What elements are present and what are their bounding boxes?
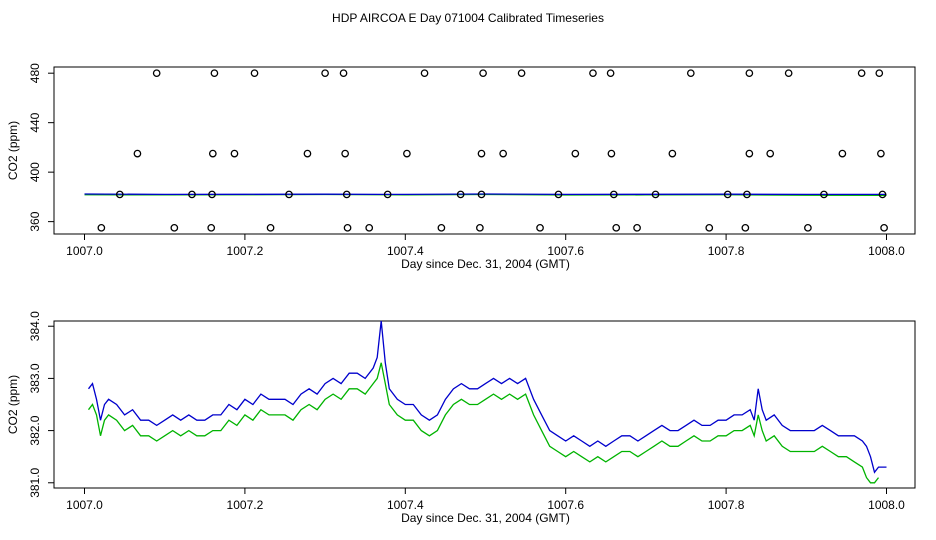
x-tick-label: 1007.0 bbox=[66, 244, 103, 258]
calibration-point bbox=[705, 223, 714, 232]
calibration-point bbox=[571, 149, 580, 158]
calibration-point bbox=[741, 223, 750, 232]
x-tick-label: 1008.0 bbox=[868, 244, 905, 258]
x-tick-label: 1007.4 bbox=[387, 498, 424, 512]
chart-title: HDP AIRCOA E Day 071004 Calibrated Times… bbox=[332, 11, 604, 25]
calibration-point bbox=[745, 69, 754, 78]
y-tick-label: 381.0 bbox=[28, 467, 42, 497]
calibration-point bbox=[668, 149, 677, 158]
y-tick-label: 480 bbox=[28, 63, 42, 83]
calibration-point bbox=[403, 149, 411, 158]
calibration-point bbox=[517, 69, 526, 78]
calibration-point bbox=[784, 69, 793, 78]
calibration-point bbox=[420, 69, 429, 78]
top-panel-calibration-points: 1007.0 1007.2 1007.4 1007.6 1007.8 1008.0 Day … bbox=[6, 63, 916, 271]
calibration-point bbox=[188, 190, 196, 199]
y-tick-label: 400 bbox=[28, 162, 42, 182]
calibration-point bbox=[609, 190, 618, 199]
x-tick-label: 1007.4 bbox=[387, 244, 424, 258]
plot-frame bbox=[53, 66, 916, 235]
calibration-point bbox=[208, 149, 217, 158]
calibration-point bbox=[152, 69, 161, 78]
calibration-point bbox=[476, 223, 484, 232]
x-tick-label: 1007.6 bbox=[547, 244, 584, 258]
calibration-point bbox=[877, 149, 885, 158]
y-tick-label: 440 bbox=[28, 112, 42, 132]
calibration-point bbox=[686, 69, 695, 78]
y-axis-label: CO2 (ppm) bbox=[6, 375, 20, 434]
calibration-point bbox=[437, 223, 446, 232]
x-tick-label: 1008.0 bbox=[868, 498, 905, 512]
calibration-point bbox=[838, 149, 847, 158]
calibration-point bbox=[612, 223, 621, 232]
calibration-point bbox=[456, 190, 465, 199]
calibration-point bbox=[878, 190, 887, 199]
calibration-point bbox=[479, 69, 487, 78]
x-tick-label: 1007.8 bbox=[708, 498, 745, 512]
calibration-point bbox=[743, 190, 751, 199]
bottom-panel-timeseries: 1007.0 1007.2 1007.4 1007.6 1007.8 1008.0 Day … bbox=[6, 311, 916, 525]
calibration-point bbox=[651, 190, 660, 199]
series-line bbox=[87, 362, 880, 484]
x-tick-label: 1007.6 bbox=[547, 498, 584, 512]
calibration-point bbox=[365, 223, 374, 232]
calibration-point bbox=[723, 190, 732, 199]
calibration-point bbox=[606, 69, 615, 78]
calibration-point bbox=[97, 223, 106, 232]
y-tick-label: 382.0 bbox=[28, 415, 42, 445]
y-axis-label: CO2 (ppm) bbox=[6, 121, 20, 180]
x-tick-label: 1007.0 bbox=[66, 498, 103, 512]
calibration-point bbox=[383, 190, 392, 199]
calibration-point bbox=[766, 149, 775, 158]
x-tick-label: 1007.8 bbox=[708, 244, 745, 258]
calibration-point bbox=[745, 149, 754, 158]
calibration-point bbox=[133, 149, 142, 158]
calibration-point bbox=[285, 190, 293, 199]
calibration-point bbox=[589, 69, 597, 78]
y-tick-label: 384.0 bbox=[28, 311, 42, 341]
calibration-point bbox=[321, 69, 329, 78]
calibration-point bbox=[339, 69, 348, 78]
x-axis-label: Day since Dec. 31, 2004 (GMT) bbox=[401, 257, 570, 271]
calibration-point bbox=[536, 223, 544, 232]
calibration-point bbox=[875, 69, 884, 78]
calibration-point bbox=[250, 69, 259, 78]
calibration-point bbox=[477, 190, 486, 199]
calibration-point bbox=[230, 149, 239, 158]
x-axis-label: Day since Dec. 31, 2004 (GMT) bbox=[401, 511, 570, 525]
calibration-point bbox=[633, 223, 641, 232]
calibration-point bbox=[554, 190, 563, 199]
y-tick-label: 360 bbox=[28, 211, 42, 231]
calibration-point bbox=[343, 223, 352, 232]
calibration-point bbox=[341, 149, 349, 158]
calibration-point bbox=[342, 190, 351, 199]
calibration-point bbox=[170, 223, 179, 232]
calibration-point bbox=[820, 190, 828, 199]
calibration-point bbox=[477, 149, 486, 158]
calibration-point bbox=[208, 190, 216, 199]
calibration-point bbox=[804, 223, 812, 232]
calibration-point bbox=[303, 149, 312, 158]
x-tick-label: 1007.2 bbox=[227, 244, 264, 258]
y-tick-label: 383.0 bbox=[28, 363, 42, 393]
series-line bbox=[87, 320, 887, 474]
calibration-point bbox=[210, 69, 219, 78]
calibration-point bbox=[607, 149, 616, 158]
calibration-point bbox=[266, 223, 275, 232]
x-tick-label: 1007.2 bbox=[227, 498, 264, 512]
plot-frame bbox=[53, 320, 916, 489]
calibration-point bbox=[857, 69, 866, 78]
calibration-point bbox=[115, 190, 124, 199]
calibration-point bbox=[207, 223, 216, 232]
calibration-point bbox=[499, 149, 507, 158]
calibration-point bbox=[880, 223, 888, 232]
